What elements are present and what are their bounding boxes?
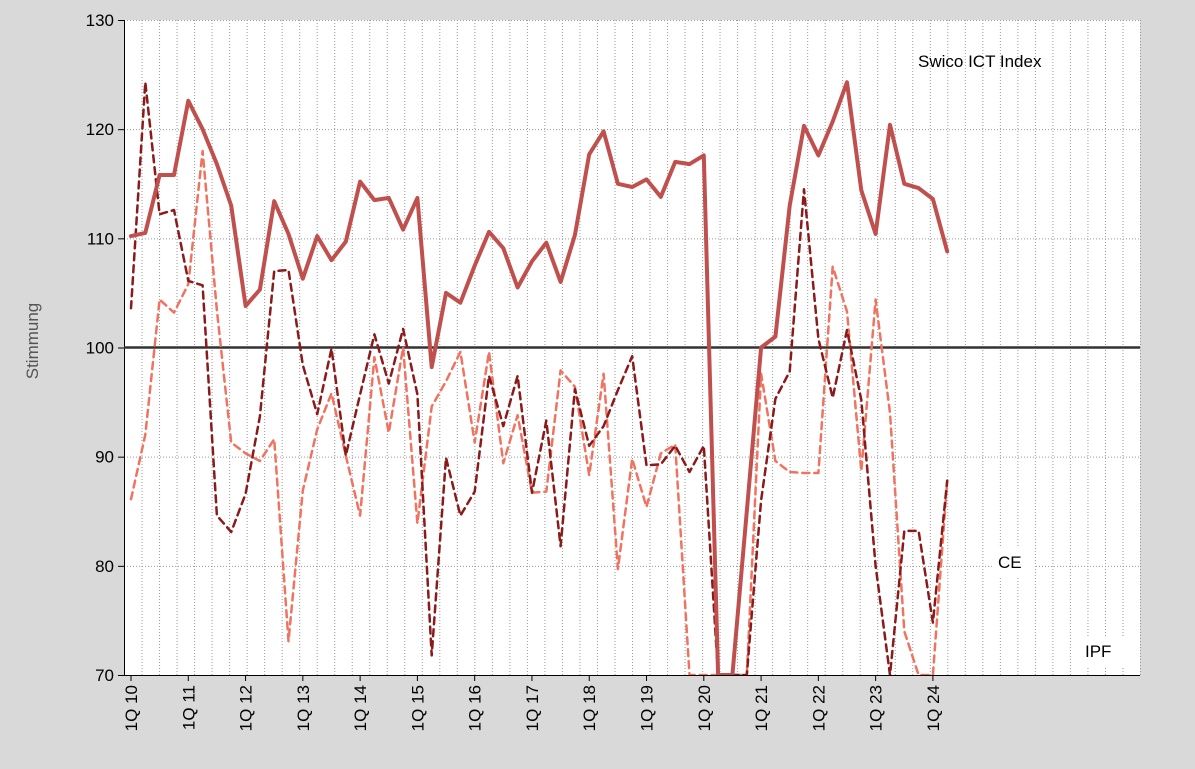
x-tick-label: 1Q 22 [809, 685, 828, 731]
label-background-ce [992, 546, 1034, 576]
y-tick-label: 100 [86, 339, 114, 358]
x-tick-label: 1Q 17 [523, 685, 542, 731]
x-tick-label: 1Q 15 [408, 685, 427, 731]
series-group [129, 80, 950, 675]
y-tick-label: 90 [95, 448, 114, 467]
series-label-ipf: IPF [1085, 642, 1111, 661]
y-tick-label: 70 [95, 666, 114, 685]
x-tick-label: 1Q 10 [122, 685, 141, 731]
series-labels: Swico ICT Index CE IPF [918, 52, 1126, 666]
x-tick-label: 1Q 18 [580, 685, 599, 731]
x-tick-label: 1Q 16 [466, 685, 485, 731]
x-tick-label: 1Q 14 [351, 685, 370, 731]
x-tick-label: 1Q 24 [924, 685, 943, 731]
y-tick-label: 120 [86, 120, 114, 139]
x-axis-ticks: 1Q 10 1Q 11 1Q 12 1Q 13 1Q 14 1Q 15 1Q 16 1Q 17… [122, 675, 943, 731]
x-tick-label: 1Q 11 [179, 685, 198, 730]
series-line-swico-ict-index [129, 80, 950, 675]
x-tick-label: 1Q 20 [695, 685, 714, 731]
y-tick-label: 110 [87, 229, 114, 248]
series-line-ce [129, 80, 949, 675]
x-tick-label: 1Q 21 [752, 685, 771, 731]
y-axis-label: Stimmung [23, 303, 42, 380]
label-background-ipf [1078, 636, 1126, 666]
x-tick-label: 1Q 19 [638, 685, 657, 731]
y-tick-label: 130 [86, 11, 114, 30]
x-tick-label: 1Q 23 [867, 685, 886, 731]
series-label-ce: CE [998, 553, 1022, 572]
series-line-ipf [129, 149, 949, 675]
x-tick-label: 1Q 12 [237, 685, 256, 731]
y-tick-label: 80 [95, 557, 114, 576]
series-label-swico: Swico ICT Index [918, 52, 1042, 71]
x-tick-label: 1Q 13 [294, 685, 313, 731]
